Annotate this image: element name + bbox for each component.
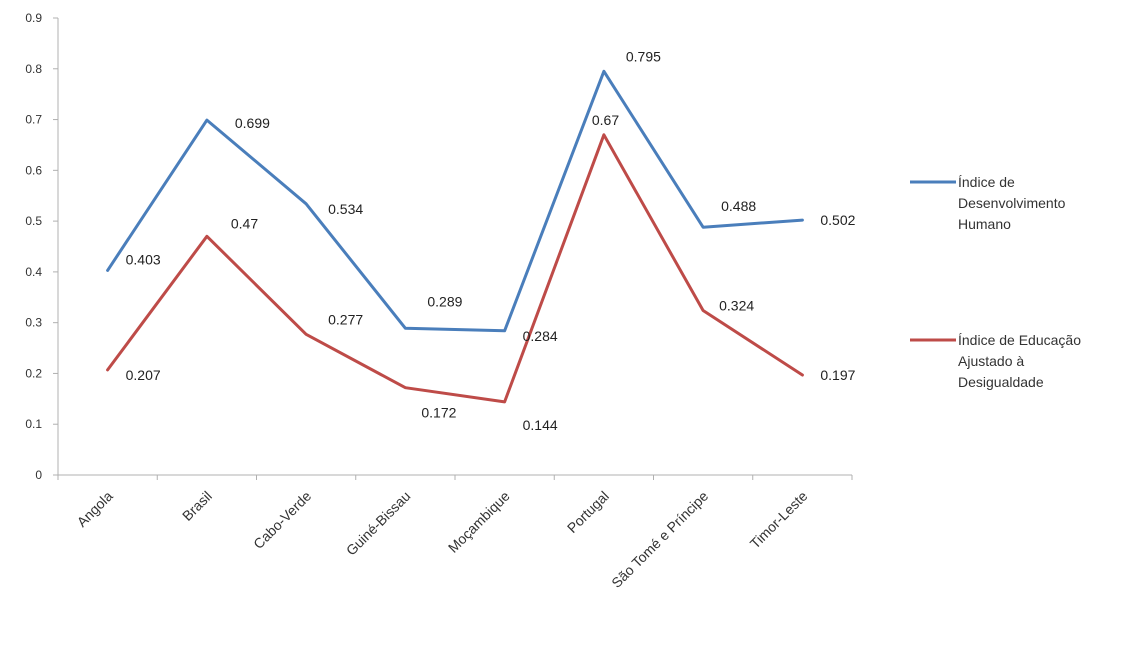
data-label: 0.172: [421, 405, 456, 421]
legend-label: Humano: [958, 216, 1011, 232]
legend-label: Desenvolvimento: [958, 195, 1066, 211]
y-tick-label: 0.3: [25, 316, 42, 330]
x-category-label: Portugal: [564, 488, 612, 536]
x-category-label: Angola: [74, 488, 116, 530]
x-category-label: Moçambique: [445, 488, 513, 556]
data-label: 0.488: [721, 198, 756, 214]
y-tick-label: 0.9: [25, 11, 42, 25]
y-tick-label: 0.2: [25, 366, 42, 380]
x-category-label: Guiné-Bissau: [343, 488, 414, 559]
x-category-label: Brasil: [179, 488, 215, 524]
y-tick-label: 0.4: [25, 265, 42, 279]
legend-label: Índice de Educação: [958, 332, 1081, 348]
legend-label: Desigualdade: [958, 374, 1044, 390]
y-tick-label: 0.8: [25, 62, 42, 76]
legend-label: Ajustado à: [958, 353, 1024, 369]
chart-legend: Índice de Desenvolvimento Humano Índice de …: [910, 174, 1081, 390]
data-label: 0.795: [626, 48, 661, 64]
data-label: 0.197: [820, 367, 855, 383]
y-axis-ticks: 0 0.1 0.2 0.3 0.4 0.5 0.6 0.7 0.8 0.9: [25, 11, 58, 482]
data-label: 0.207: [126, 367, 161, 383]
y-tick-label: 0.5: [25, 214, 42, 228]
x-category-label: São Tomé e Príncipe: [608, 488, 711, 591]
y-tick-label: 0.7: [25, 113, 42, 127]
data-label: 0.403: [126, 251, 161, 267]
x-category-label: Timor-Leste: [747, 488, 811, 552]
data-label: 0.502: [820, 212, 855, 228]
data-label: 0.324: [719, 297, 754, 313]
data-label: 0.699: [235, 115, 270, 131]
data-label: 0.289: [427, 293, 462, 309]
data-label: 0.534: [328, 201, 363, 217]
y-tick-label: 0.6: [25, 163, 42, 177]
data-labels: 0.403 0.699 0.534 0.289 0.284 0.795 0.488 0.502…: [126, 48, 856, 433]
chart-series: [106, 69, 804, 404]
data-label: 0.67: [592, 112, 619, 128]
legend-label: Índice de: [958, 174, 1015, 190]
series-line-idh: [106, 69, 804, 333]
x-axis-ticks: Angola Brasil Cabo-Verde Guiné-Bissau Moçamb…: [57, 475, 853, 591]
data-label: 0.47: [231, 215, 258, 231]
data-label: 0.277: [328, 311, 363, 327]
x-category-label: Cabo-Verde: [250, 488, 314, 552]
series-line-educacao: [106, 133, 804, 404]
y-tick-label: 0: [35, 468, 42, 482]
data-label: 0.284: [523, 328, 558, 344]
y-tick-label: 0.1: [25, 417, 42, 431]
data-label: 0.144: [523, 417, 558, 433]
